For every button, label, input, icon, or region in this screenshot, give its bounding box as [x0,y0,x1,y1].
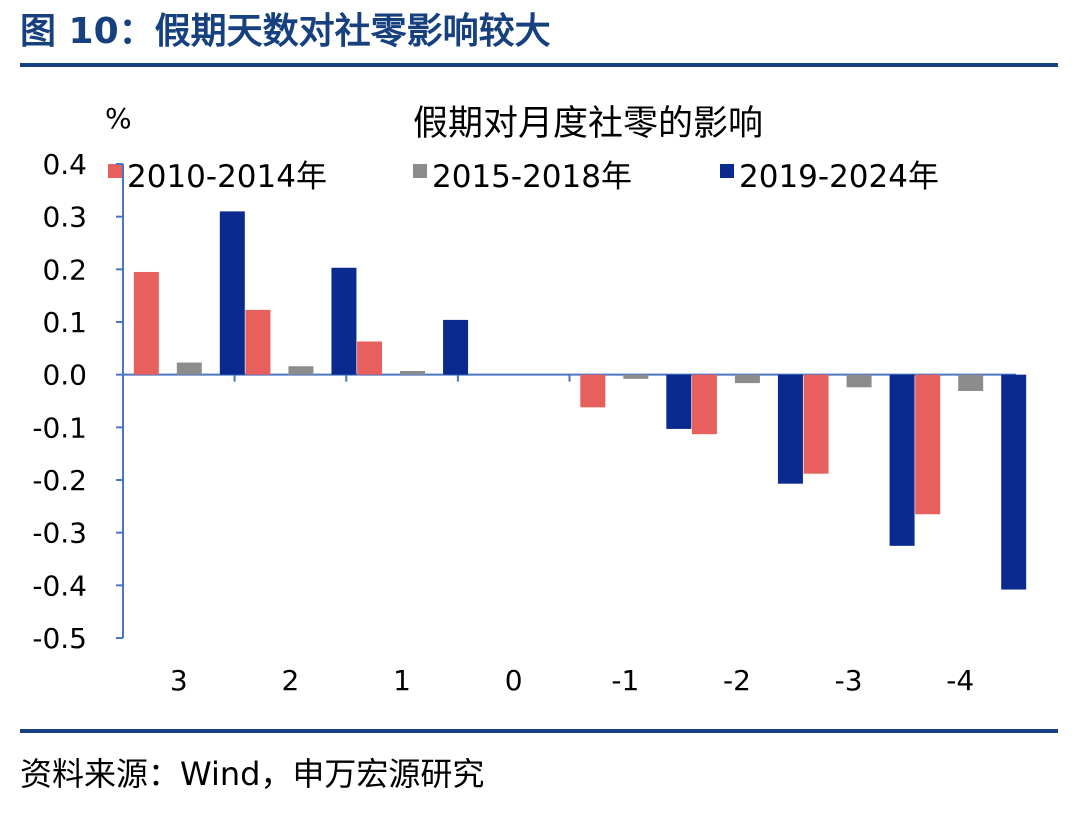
y-tick-label: -0.1 [32,411,87,444]
tick-labels: 0.4 0.3 0.2 0.1 0.0 -0.1 -0.2 -0.3 -0.4 -0.5 3 2 1 0 -… [32,148,974,697]
bar [288,366,314,375]
legend-swatch [413,164,427,178]
bar [219,211,245,375]
legend-label: 2010-2014年 [127,159,327,195]
x-tick-label: -2 [723,664,751,697]
y-tick-label: 0.2 [42,253,87,286]
legend-swatch [720,164,734,178]
bar [958,374,984,391]
y-axis-label: % [105,102,132,135]
bar [846,374,872,388]
x-tick-label: -1 [611,664,639,697]
x-tick-label: 1 [393,664,411,697]
bar [734,374,760,384]
y-tick-label: 0.0 [42,359,87,392]
figure-title: 图 10：假期天数对社零影响较大 [20,11,551,52]
x-tick-label: 0 [505,664,523,697]
bar [245,309,271,375]
bars [133,211,1027,590]
axes [116,163,1017,639]
bar [803,374,829,474]
x-tick-label: 2 [282,664,300,697]
bar [133,271,159,375]
bar [357,341,383,375]
y-tick-label: -0.5 [32,622,87,655]
y-tick-label: 0.3 [42,201,87,234]
x-tick-label: -4 [946,664,974,697]
bar [915,374,941,515]
x-tick-label: 3 [170,664,188,697]
bar-chart: % 假期对月度社零的影响 2010-2014年 2015-2018年 2019-20… [32,102,1027,697]
bar [777,374,803,484]
y-tick-label: -0.3 [32,517,87,550]
bar [691,374,717,435]
y-tick-label: -0.4 [32,569,87,602]
title-divider [20,63,1058,67]
y-tick-label: -0.2 [32,464,87,497]
bar [1001,374,1027,590]
legend-label: 2019-2024年 [739,159,939,195]
x-tick-label: -3 [835,664,863,697]
bar [623,374,649,379]
legend-swatch [108,164,122,178]
legend-label: 2015-2018年 [432,159,632,195]
source-note: 资料来源：Wind，申万宏源研究 [20,755,485,793]
bar [331,267,357,375]
bar [666,374,692,429]
bar [580,374,606,408]
bar [443,319,469,375]
chart-title: 假期对月度社零的影响 [413,104,763,144]
y-tick-label: 0.1 [42,306,87,339]
bar [889,374,915,546]
bar [400,370,426,375]
legend: 2010-2014年 2015-2018年 2019-2024年 [108,159,939,195]
bar [176,362,202,375]
source-divider [20,729,1058,733]
y-tick-label: 0.4 [42,148,87,181]
